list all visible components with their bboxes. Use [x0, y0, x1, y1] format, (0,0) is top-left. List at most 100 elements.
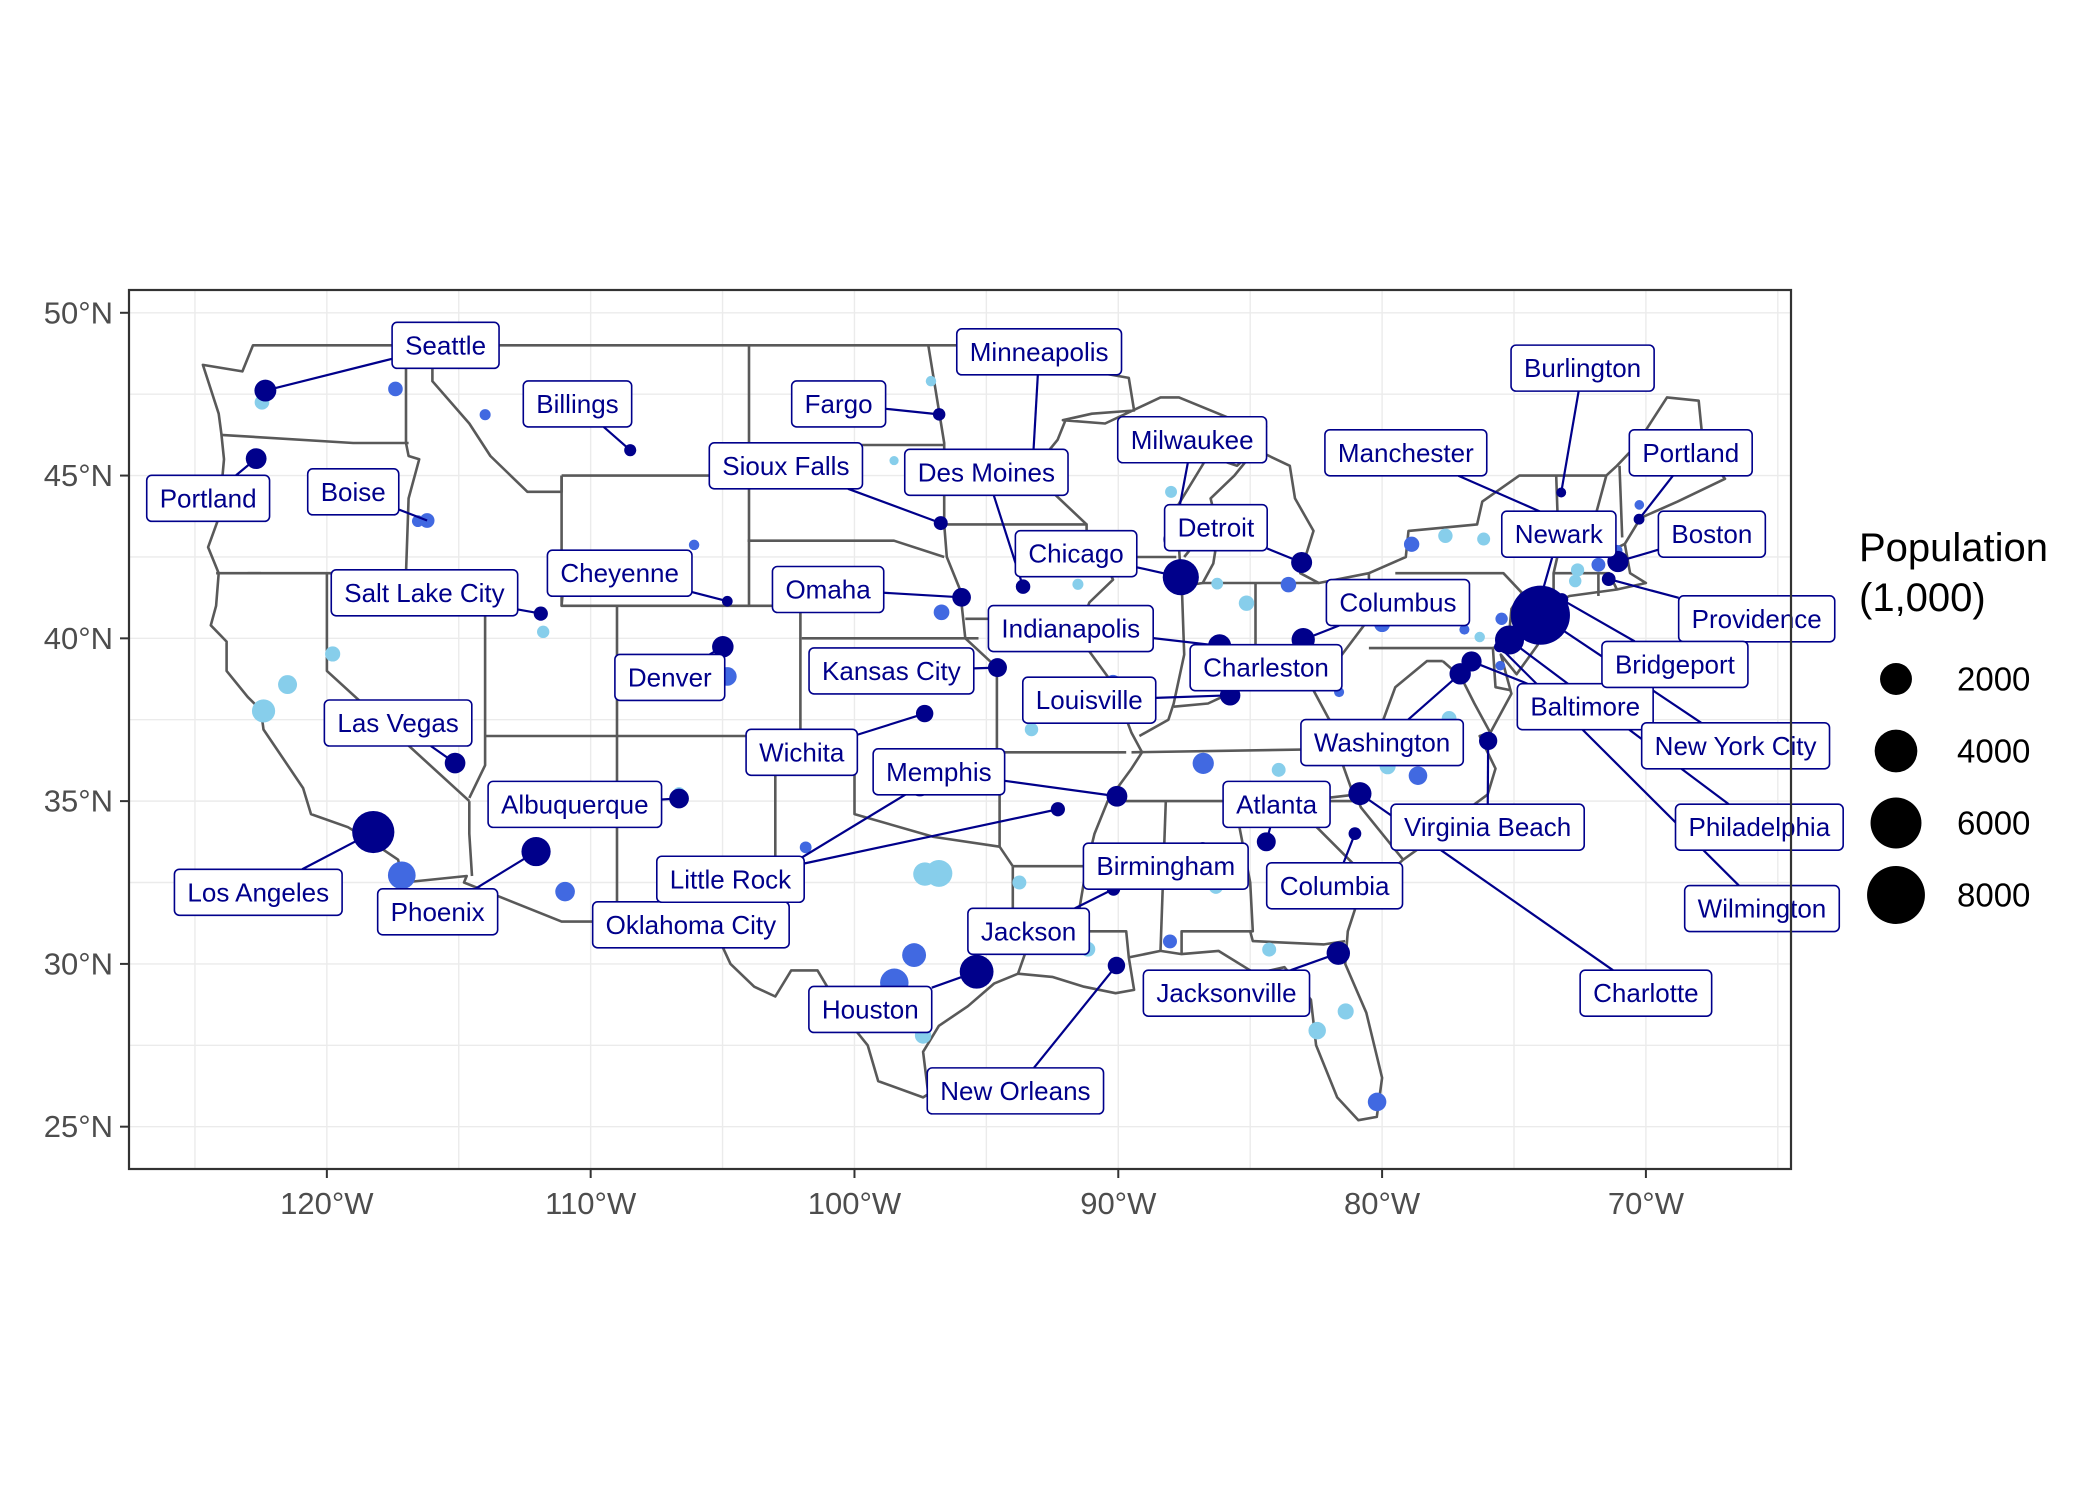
city-label-charleston: Charleston [1189, 643, 1343, 692]
city-label-box [1300, 718, 1465, 767]
city-label-text: Manchester [1338, 438, 1474, 468]
city-label-box [323, 699, 473, 747]
city-label-little-rock: Little Rock [655, 855, 805, 904]
city-point [1367, 1092, 1387, 1112]
city-label-text: Newark [1515, 519, 1604, 549]
leader-line-providence [1608, 578, 1679, 599]
city-point [1162, 934, 1177, 949]
city-label-text: Denver [628, 662, 712, 692]
city-point [1192, 752, 1214, 774]
city-label-washington: Washington [1300, 718, 1465, 767]
city-label-atlanta: Atlanta [1222, 780, 1331, 829]
city-label-new-orleans: New Orleans [926, 1067, 1105, 1115]
city-label-text: Atlanta [1236, 789, 1317, 819]
leader-line-albuquerque [661, 797, 680, 801]
city-label-wilmington: Wilmington [1683, 884, 1841, 933]
city-label-text: Providence [1692, 604, 1822, 634]
city-label-charlotte: Charlotte [1579, 969, 1713, 1018]
city-label-text: New York City [1655, 731, 1817, 761]
city-label-box [306, 468, 400, 516]
city-label-box [926, 1067, 1105, 1115]
city-label-chicago: Chicago [1014, 529, 1138, 578]
city-label-birmingham: Birmingham [1082, 842, 1249, 891]
leader-line-cheyenne [691, 590, 728, 603]
city-label-des-moines: Des Moines [903, 448, 1069, 497]
axes: 120°W 110°W 100°W 90°W 80°W 70°W 25°N 30°N 35°N 4… [44, 295, 1685, 1221]
city-label-box [1510, 344, 1655, 392]
leader-line-memphis [1004, 779, 1118, 798]
state-border [468, 801, 474, 877]
city-point [1495, 612, 1508, 625]
legend-key-label: 8000 [1957, 877, 2030, 914]
city-label-text: Detroit [1178, 513, 1255, 543]
y-tick-label: 35°N [44, 784, 113, 819]
state-border [560, 475, 619, 922]
city-label-seattle: Seattle [391, 321, 500, 370]
city-label-box [1222, 780, 1331, 829]
city-point [1477, 532, 1491, 546]
city-label-boise: Boise [306, 468, 400, 516]
city-label-box [1516, 682, 1654, 731]
city-label-box [1579, 969, 1713, 1018]
x-tick-label: 100°W [808, 1186, 902, 1221]
city-label-box [808, 647, 975, 695]
legend-title: Population [1859, 526, 2048, 570]
city-label-text: Albuquerque [501, 789, 648, 819]
city-label-text: Minneapolis [970, 337, 1109, 367]
city-point [1262, 942, 1277, 957]
city-label-box [1640, 721, 1831, 770]
leader-line-columbia [1342, 833, 1356, 864]
city-point [1408, 766, 1428, 786]
city-label-box [1601, 640, 1749, 689]
city-label-box [1683, 884, 1841, 933]
leader-line-bridgeport [1561, 598, 1636, 643]
city-point [688, 539, 700, 551]
city-label-box [145, 474, 271, 523]
city-label-text: Louisville [1036, 685, 1143, 715]
leader-line-kansas-city [973, 666, 998, 670]
city-label-text: Charlotte [1593, 978, 1699, 1008]
legend-key-label: 6000 [1957, 805, 2030, 842]
leader-line-little-rock [803, 808, 1059, 865]
leader-line-wichita [857, 712, 925, 736]
city-point-jacksonville [1326, 941, 1351, 965]
city-label-box [173, 868, 343, 917]
leader-line-seattle [265, 357, 393, 392]
city-point [251, 699, 276, 723]
city-label-box [1657, 510, 1767, 558]
city-label-providence: Providence [1677, 595, 1836, 643]
city-label-omaha: Omaha [771, 565, 885, 614]
city-label-text: Des Moines [918, 457, 1055, 487]
legend-key-circle [1867, 866, 1925, 924]
state-border [221, 433, 409, 445]
city-label-text: Cheyenne [560, 558, 679, 588]
state-border [1618, 465, 1624, 538]
city-label-text: Charleston [1203, 653, 1329, 683]
city-label-text: Phoenix [391, 897, 485, 927]
leader-line-boise [398, 508, 428, 522]
city-label-text: Las Vegas [337, 708, 458, 738]
city-label-box [708, 441, 864, 490]
city-label-text: Virginia Beach [1404, 812, 1571, 842]
city-point [1591, 557, 1606, 572]
city-point-kansas-city [987, 658, 1007, 678]
leader-line-burlington [1560, 390, 1580, 493]
city-label-box [391, 321, 500, 370]
city-label-text: Houston [822, 994, 919, 1024]
city-label-wichita: Wichita [745, 728, 859, 777]
city-label-columbus: Columbus [1325, 578, 1471, 627]
city-label-burlington: Burlington [1510, 344, 1655, 392]
leader-line-chicago [1136, 566, 1182, 579]
leader-line-denver [709, 645, 724, 656]
city-label-text: Jackson [981, 916, 1076, 946]
city-point [1012, 875, 1027, 890]
city-label-text: Wichita [759, 737, 845, 767]
city-point [555, 881, 575, 902]
legend-key-circle [1874, 729, 1918, 773]
city-label-text: Boston [1671, 519, 1752, 549]
city-label-box [790, 380, 887, 428]
city-label-text: Birmingham [1096, 851, 1235, 881]
city-label-kansas-city: Kansas City [808, 647, 975, 695]
city-label-jacksonville: Jacksonville [1142, 969, 1311, 1018]
